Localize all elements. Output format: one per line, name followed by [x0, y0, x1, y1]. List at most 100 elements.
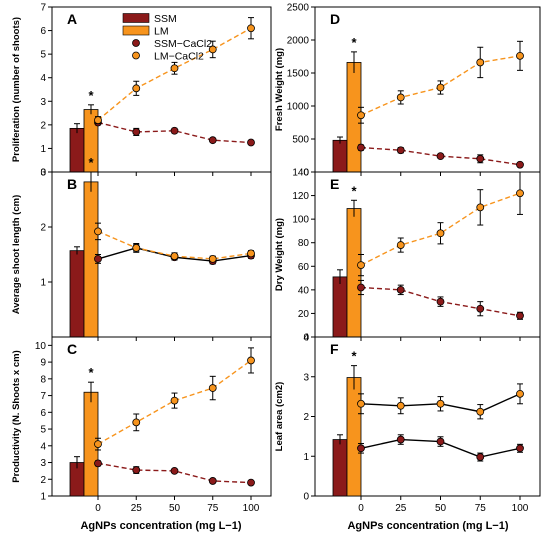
- ytick-label: 120: [292, 191, 309, 202]
- bar-lm: [346, 208, 362, 338]
- bar-ssm: [69, 127, 85, 173]
- ytick-label: 8: [40, 374, 46, 385]
- legend-label: LM: [154, 26, 169, 38]
- ytick-label: 9: [40, 358, 46, 369]
- data-point-ssm-cacl2: [436, 152, 445, 161]
- data-point-ssm-cacl2: [94, 254, 102, 263]
- data-point-ssm-cacl2: [132, 466, 141, 474]
- panel-d: 0 500 1000 1500 2000 2500 Fresh Weight (mg) D *: [274, 3, 541, 179]
- ytick-label: 0: [40, 168, 46, 179]
- data-point-ssm-cacl2: [516, 160, 524, 169]
- significance-marker: *: [351, 35, 357, 50]
- data-point-lm-cacl2: [357, 261, 365, 270]
- data-point-ssm-cacl2: [396, 285, 405, 294]
- ytick-label: 2: [40, 475, 46, 486]
- ytick-label: 10: [35, 341, 47, 352]
- significance-marker: *: [351, 183, 357, 198]
- data-point-ssm-cacl2: [247, 478, 255, 487]
- data-point-lm-cacl2: [94, 227, 102, 236]
- ytick-label: 3: [40, 97, 46, 108]
- data-point-lm-cacl2: [436, 83, 445, 92]
- ytick-label: 6: [40, 26, 46, 37]
- bar-ssm: [332, 276, 348, 338]
- data-point-lm-cacl2: [396, 401, 405, 410]
- x-axis-title-right: AgNPs concentration (mg L−1): [347, 520, 508, 532]
- ytick-label: 2500: [287, 3, 310, 14]
- ytick-label: 1500: [287, 69, 310, 80]
- plot-frame-c: [51, 336, 272, 497]
- xtick-label: 100: [243, 503, 260, 514]
- xtick-label: 25: [131, 503, 143, 514]
- data-point-lm-cacl2: [132, 84, 141, 93]
- data-point-ssm-cacl2: [170, 126, 179, 135]
- panel-b: 1 2 3 Average shoot length (cm) B *: [11, 155, 272, 341]
- data-point-ssm-cacl2: [170, 466, 179, 475]
- data-point-lm-cacl2: [476, 407, 485, 416]
- bar-lm: [346, 377, 362, 497]
- data-point-lm-cacl2: [132, 243, 141, 252]
- y-axis-title-a: Proliferation (number of shoots): [11, 17, 22, 162]
- ytick-label: 2: [40, 223, 46, 234]
- data-point-lm-cacl2: [247, 249, 255, 258]
- panel-letter-c: C: [67, 341, 77, 357]
- ytick-label: 4: [40, 441, 46, 452]
- significance-marker: *: [351, 349, 357, 364]
- ytick-label: 140: [292, 168, 309, 179]
- data-point-lm-cacl2: [436, 229, 445, 238]
- ytick-label: 1: [40, 144, 46, 155]
- data-point-ssm-cacl2: [357, 444, 365, 453]
- ytick-label: 1000: [287, 102, 310, 113]
- xtick-label: 0: [358, 503, 364, 514]
- data-point-ssm-cacl2: [396, 146, 405, 155]
- series-line-ssm-cacl2: [97, 121, 252, 144]
- data-point-lm-cacl2: [396, 241, 405, 249]
- legend-marker-lm-cacl2: [132, 51, 140, 60]
- xtick-label: 50: [169, 503, 181, 514]
- xtick-label: 100: [512, 503, 529, 514]
- data-point-lm-cacl2: [247, 24, 255, 33]
- xtick-label: 50: [435, 503, 447, 514]
- data-point-lm-cacl2: [357, 111, 365, 120]
- x-axis-title-left: AgNPs concentration (mg L−1): [80, 520, 241, 532]
- data-point-lm-cacl2: [132, 418, 141, 427]
- significance-marker: *: [88, 155, 94, 170]
- data-point-lm-cacl2: [396, 93, 405, 102]
- data-point-lm-cacl2: [94, 440, 102, 449]
- ytick-label: 1: [40, 278, 46, 289]
- data-point-ssm-cacl2: [94, 459, 102, 468]
- y-axis-title-f: Leaf area (cm2): [274, 382, 285, 452]
- bar-ssm: [69, 250, 85, 338]
- ytick-label: 2: [303, 412, 309, 423]
- data-point-ssm-cacl2: [396, 435, 405, 444]
- data-point-lm-cacl2: [516, 51, 524, 60]
- series-line-lm-cacl2: [360, 192, 521, 266]
- y-axis-title-e: Dry Weight (mg): [274, 218, 285, 291]
- ytick-label: 3: [303, 372, 309, 383]
- data-point-lm-cacl2: [516, 189, 524, 198]
- ytick-label: 4: [303, 333, 309, 344]
- data-point-ssm-cacl2: [476, 304, 485, 313]
- ytick-label: 0: [303, 168, 309, 179]
- panel-letter-d: D: [330, 11, 340, 27]
- data-point-lm-cacl2: [170, 252, 179, 261]
- legend-marker-ssm-cacl2: [132, 39, 140, 47]
- panel-letter-e: E: [330, 176, 339, 192]
- data-point-lm-cacl2: [357, 399, 365, 408]
- data-point-ssm-cacl2: [357, 143, 365, 152]
- ytick-label: 60: [298, 262, 310, 273]
- data-point-ssm-cacl2: [357, 283, 365, 292]
- panel-letter-b: B: [67, 176, 77, 192]
- xtick-label: 75: [207, 503, 219, 514]
- legend-label: LM−CaCl2: [154, 51, 204, 63]
- data-point-ssm-cacl2: [247, 138, 255, 147]
- ytick-label: 7: [40, 3, 46, 14]
- ytick-label: 20: [298, 309, 310, 320]
- data-point-lm-cacl2: [170, 396, 179, 405]
- panel-letter-a: A: [67, 11, 77, 27]
- y-axis-title-c: Productivity (N. Shoots x cm): [11, 350, 22, 483]
